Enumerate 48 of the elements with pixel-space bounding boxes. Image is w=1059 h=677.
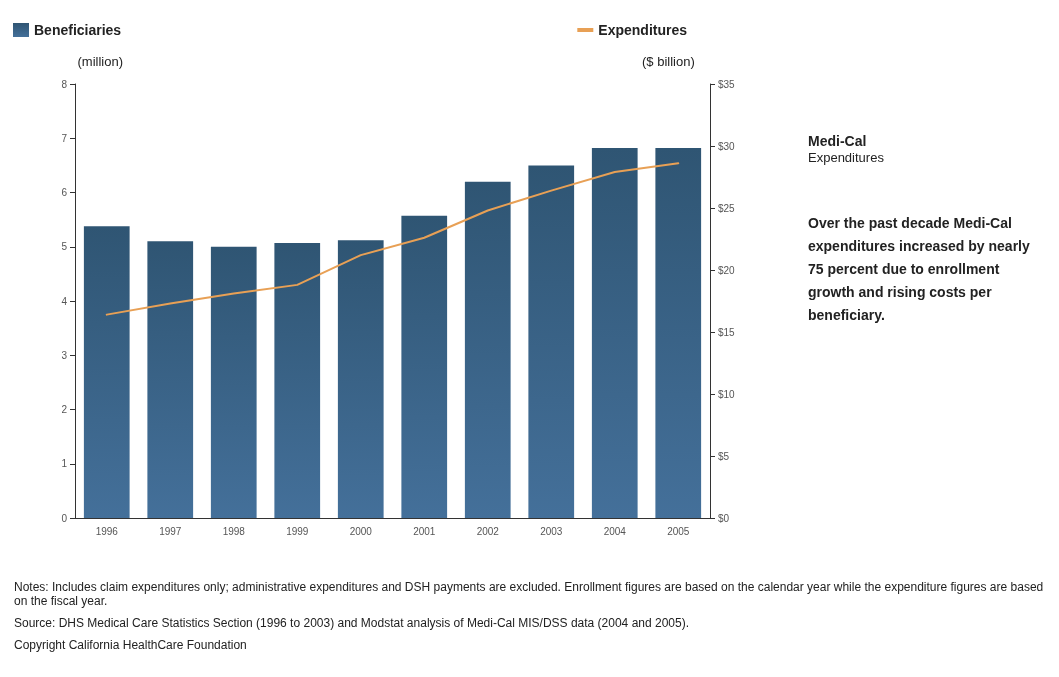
bar bbox=[147, 241, 194, 518]
y2-tick-label: $5 bbox=[718, 450, 730, 462]
source-note: Source: DHS Medical Care Statistics Section (1996 to 2003) and Modstat analysis of Medi-Cal MIS/DSS data (2004 and 2005). bbox=[14, 616, 690, 630]
text: Medi-Cal bbox=[808, 133, 867, 149]
bar bbox=[401, 215, 448, 518]
bar bbox=[337, 240, 384, 518]
y-tick-label: 2 bbox=[61, 404, 68, 415]
text: Copyright California HealthCare Foundation bbox=[14, 638, 248, 652]
y2-axis-title: ($ billion) bbox=[642, 54, 695, 69]
x-tick-label: 2002 bbox=[476, 525, 500, 537]
bar bbox=[591, 148, 638, 518]
legend-label: Beneficiaries bbox=[34, 22, 122, 38]
y2-tick-label: $15 bbox=[718, 326, 736, 338]
x-tick-label: 1998 bbox=[222, 525, 246, 537]
x-tick-label: 1999 bbox=[286, 525, 309, 537]
y2-tick-label: $30 bbox=[718, 140, 736, 152]
x-tick-label: 2004 bbox=[603, 525, 627, 537]
bar bbox=[464, 181, 511, 518]
text: Over the past decade Medi-Cal expenditures increased by nearly 75 percent due to enrollment growth and rising costs per beneficiary. bbox=[808, 214, 1031, 325]
x-tick-label: 2001 bbox=[413, 525, 436, 537]
legend-label: Expenditures bbox=[598, 22, 688, 38]
y-tick-label: 1 bbox=[61, 458, 68, 470]
y-tick-label: 3 bbox=[61, 349, 68, 361]
y2-tick-label: $20 bbox=[718, 264, 736, 276]
y-tick-label: 4 bbox=[61, 295, 68, 307]
y-tick-label: 8 bbox=[61, 78, 68, 90]
y-tick-label: 0 bbox=[61, 512, 68, 524]
y2-tick-label: $35 bbox=[718, 78, 736, 90]
y2-tick-label: $0 bbox=[718, 512, 730, 524]
bar bbox=[274, 242, 321, 518]
x-tick-label: 1997 bbox=[159, 525, 182, 537]
x-tick-label: 2003 bbox=[540, 525, 563, 537]
y-tick-label: 5 bbox=[61, 241, 68, 253]
x-tick-label: 2005 bbox=[667, 525, 690, 537]
bar bbox=[83, 226, 130, 518]
y-tick-label: 7 bbox=[61, 132, 68, 144]
text: Expenditures bbox=[808, 150, 884, 165]
y2-tick-label: $25 bbox=[718, 202, 736, 214]
y-axis-title: (million) bbox=[77, 54, 123, 69]
bar bbox=[528, 165, 575, 518]
y2-tick-label: $10 bbox=[718, 388, 736, 400]
bar bbox=[655, 148, 702, 518]
y-tick-label: 6 bbox=[61, 187, 68, 198]
x-tick-label: 1996 bbox=[95, 525, 119, 537]
text: Notes: Includes claim expenditures only; administrative expenditures and DSH payments are excluded. Enrollment figures are based on the calendar year while the expenditure figures are based on the fiscal year. bbox=[14, 580, 1045, 608]
x-tick-label: 2000 bbox=[349, 525, 373, 537]
bar bbox=[210, 246, 257, 518]
line-series bbox=[105, 162, 680, 316]
